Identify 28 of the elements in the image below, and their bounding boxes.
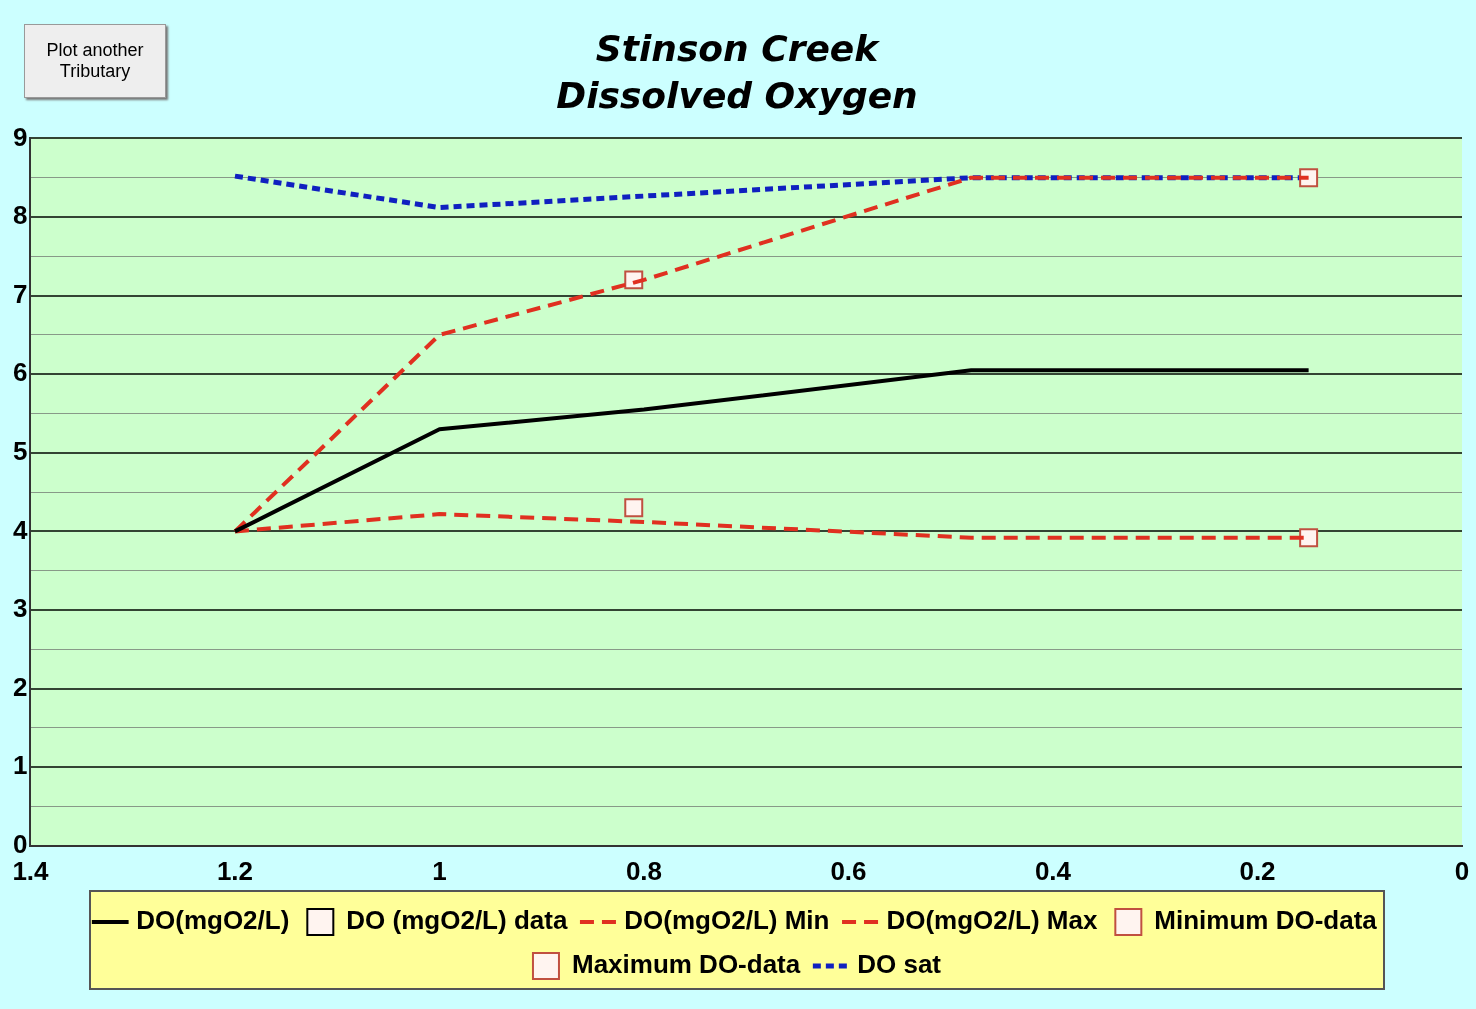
y-tick-label: 5 <box>12 435 28 466</box>
plot-button: Plot another Tributary <box>24 24 166 98</box>
y-tick-label: 2 <box>12 671 28 702</box>
legend-label: DO (mgO2/L) data <box>346 905 568 936</box>
y-tick-label: 7 <box>12 278 28 309</box>
legend-label: Maximum DO-data <box>571 949 801 980</box>
x-tick-label: 0.8 <box>625 855 663 886</box>
y-tick-label: 4 <box>12 514 28 545</box>
x-tick-label: 0 <box>1454 855 1470 886</box>
chart-title: Stinson Creek <box>595 27 881 69</box>
x-tick-label: 0.2 <box>1239 855 1276 886</box>
y-tick-label: 9 <box>12 121 28 152</box>
y-tick-label: 1 <box>12 750 28 781</box>
x-tick-label: 0.4 <box>1034 855 1072 886</box>
x-tick-label: 0.6 <box>830 855 867 886</box>
legend-label: Minimum DO-data <box>1154 905 1378 936</box>
legend-label: DO(mgO2/L) Max <box>886 905 1098 936</box>
x-tick-label: 1 <box>432 855 447 886</box>
legend-label: DO(mgO2/L) <box>136 905 290 936</box>
y-tick-label: 6 <box>12 357 28 388</box>
y-tick-label: 3 <box>12 593 28 624</box>
chart-subtitle: Dissolved Oxygen <box>556 75 918 117</box>
point <box>1299 528 1319 548</box>
legend-label: DO sat <box>857 949 942 980</box>
point <box>624 498 644 518</box>
y-tick-label: 8 <box>12 200 28 231</box>
x-tick-label: 1.2 <box>216 855 254 886</box>
legend-label: DO(mgO2/L) Min <box>624 905 830 936</box>
